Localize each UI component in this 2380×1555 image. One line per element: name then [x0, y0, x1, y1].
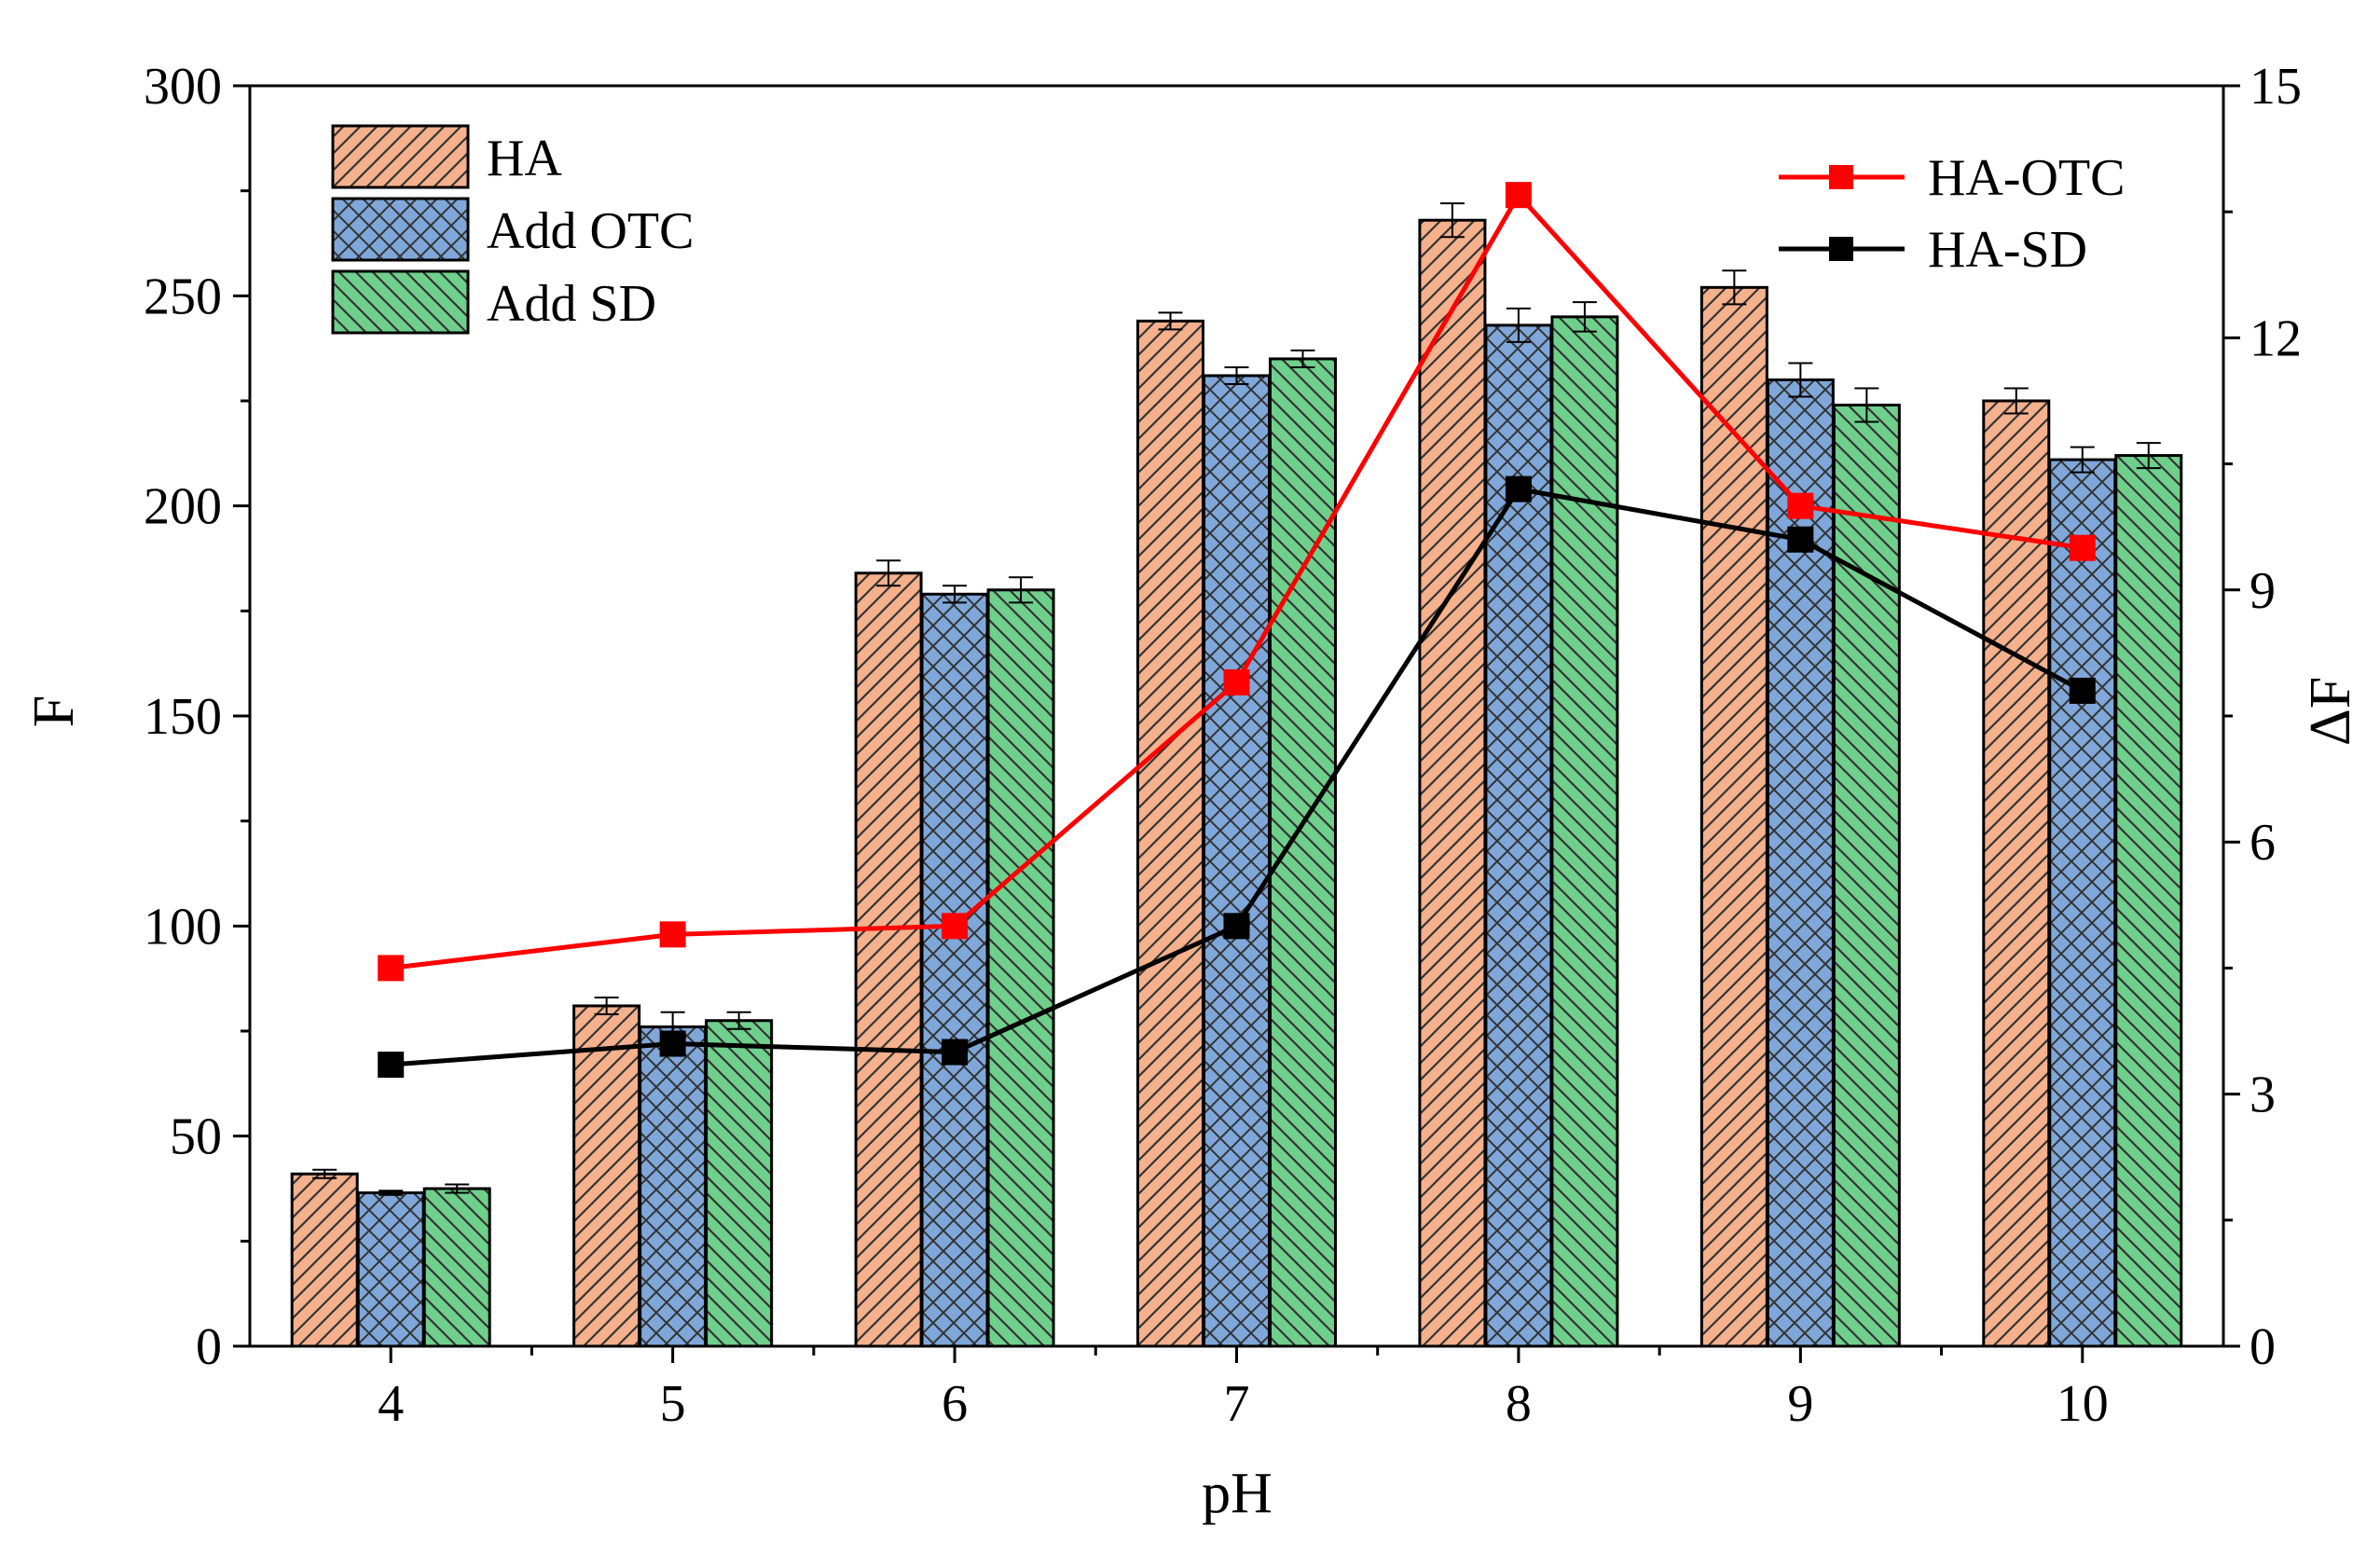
- x-tick-label: 9: [1787, 1375, 1813, 1433]
- y-left-tick-label: 100: [144, 898, 222, 956]
- bar-hatch-add-otc-10: [2048, 458, 2117, 1348]
- bar-hatch-add-sd-9: [1832, 404, 1901, 1348]
- y-left-tick-label: 250: [144, 268, 222, 325]
- marker-ha-otc-5: [659, 921, 686, 948]
- legend-marker-ha-otc: [1829, 165, 1853, 189]
- bar-hatch-ha-5: [572, 1004, 641, 1348]
- bar-hatch-ha-6: [854, 571, 923, 1348]
- y-left-tick-label: 300: [144, 58, 222, 116]
- marker-ha-otc-6: [942, 913, 969, 940]
- marker-ha-otc-8: [1505, 182, 1532, 209]
- legend-label-add-sd: Add SD: [487, 275, 656, 333]
- x-tick-label: 6: [942, 1375, 968, 1433]
- y-axis-title-left: F: [22, 695, 86, 727]
- bar-hatch-add-sd-4: [422, 1187, 491, 1348]
- legend-lines: HA-OTC HA-SD: [1779, 149, 2125, 279]
- legend-bars: HA Add OTC Add SD: [331, 124, 694, 335]
- y-left-tick-label: 200: [144, 478, 222, 536]
- bar-hatch-ha-4: [290, 1172, 359, 1348]
- bar-hatch-add-otc-6: [920, 592, 989, 1348]
- y-right-tick-label: 9: [2249, 562, 2276, 620]
- legend-marker-ha-sd: [1829, 237, 1853, 261]
- bars-layer: [290, 218, 2183, 1348]
- x-tick-label: 8: [1506, 1375, 1532, 1433]
- bar-hatch-add-otc-5: [639, 1025, 708, 1348]
- y-right-tick-label: 12: [2249, 310, 2302, 367]
- legend-label-ha: HA: [487, 130, 562, 187]
- marker-ha-otc-10: [2069, 534, 2096, 561]
- bar-hatch-ha-9: [1699, 285, 1768, 1348]
- marker-ha-sd-8: [1505, 475, 1532, 502]
- bar-hatch-ha-7: [1136, 319, 1204, 1348]
- marker-ha-sd-10: [2069, 677, 2096, 704]
- error-bars-layer: [312, 202, 2161, 1196]
- x-axis-title: pH: [1202, 1462, 1273, 1525]
- y-right-tick-label: 6: [2249, 814, 2276, 872]
- y-right-tick-label: 0: [2249, 1318, 2276, 1376]
- marker-ha-otc-9: [1787, 492, 1814, 519]
- bar-hatch-add-sd-7: [1269, 357, 1337, 1348]
- lines-layer: [378, 182, 2096, 1079]
- bar-hatch-add-otc-7: [1203, 374, 1271, 1348]
- legend-swatch-add-sd-hatch: [331, 269, 470, 335]
- legend-label-add-otc: Add OTC: [487, 202, 694, 260]
- y-axis-title-right: ΔF: [2299, 677, 2362, 746]
- axes-layer: 0 50 100 150 200 250 300 0 3 6 9 12 15 4 5 6 7 8 9 10: [144, 58, 2302, 1433]
- x-tick-label: 5: [660, 1375, 686, 1433]
- marker-ha-sd-7: [1223, 913, 1250, 940]
- y-left-tick-label: 150: [144, 688, 222, 746]
- marker-ha-otc-4: [378, 955, 405, 982]
- marker-ha-sd-6: [942, 1039, 969, 1066]
- legend-swatch-add-otc-hatch: [331, 197, 470, 262]
- bar-hatch-add-sd-8: [1550, 315, 1619, 1348]
- marker-ha-otc-7: [1223, 668, 1250, 695]
- bar-hatch-add-otc-9: [1766, 378, 1835, 1348]
- marker-ha-sd-9: [1787, 526, 1814, 553]
- marker-ha-sd-5: [659, 1030, 686, 1057]
- y-left-tick-label: 50: [170, 1108, 222, 1166]
- x-tick-label: 10: [2057, 1375, 2109, 1433]
- marker-ha-sd-4: [378, 1052, 405, 1079]
- bar-hatch-ha-8: [1418, 218, 1487, 1348]
- y-left-tick-label: 0: [196, 1318, 222, 1376]
- y-right-tick-label: 15: [2249, 58, 2302, 116]
- bar-hatch-add-sd-10: [2114, 454, 2183, 1348]
- bar-hatch-add-otc-4: [356, 1191, 425, 1348]
- bar-hatch-add-sd-5: [705, 1019, 774, 1348]
- x-tick-label: 7: [1224, 1375, 1250, 1433]
- y-right-tick-label: 3: [2249, 1066, 2276, 1124]
- legend-label-ha-sd: HA-SD: [1928, 221, 2087, 279]
- legend-swatch-ha-hatch: [331, 124, 470, 189]
- legend-label-ha-otc: HA-OTC: [1928, 149, 2125, 207]
- x-tick-label: 4: [378, 1375, 404, 1433]
- bar-hatch-add-sd-6: [986, 588, 1055, 1348]
